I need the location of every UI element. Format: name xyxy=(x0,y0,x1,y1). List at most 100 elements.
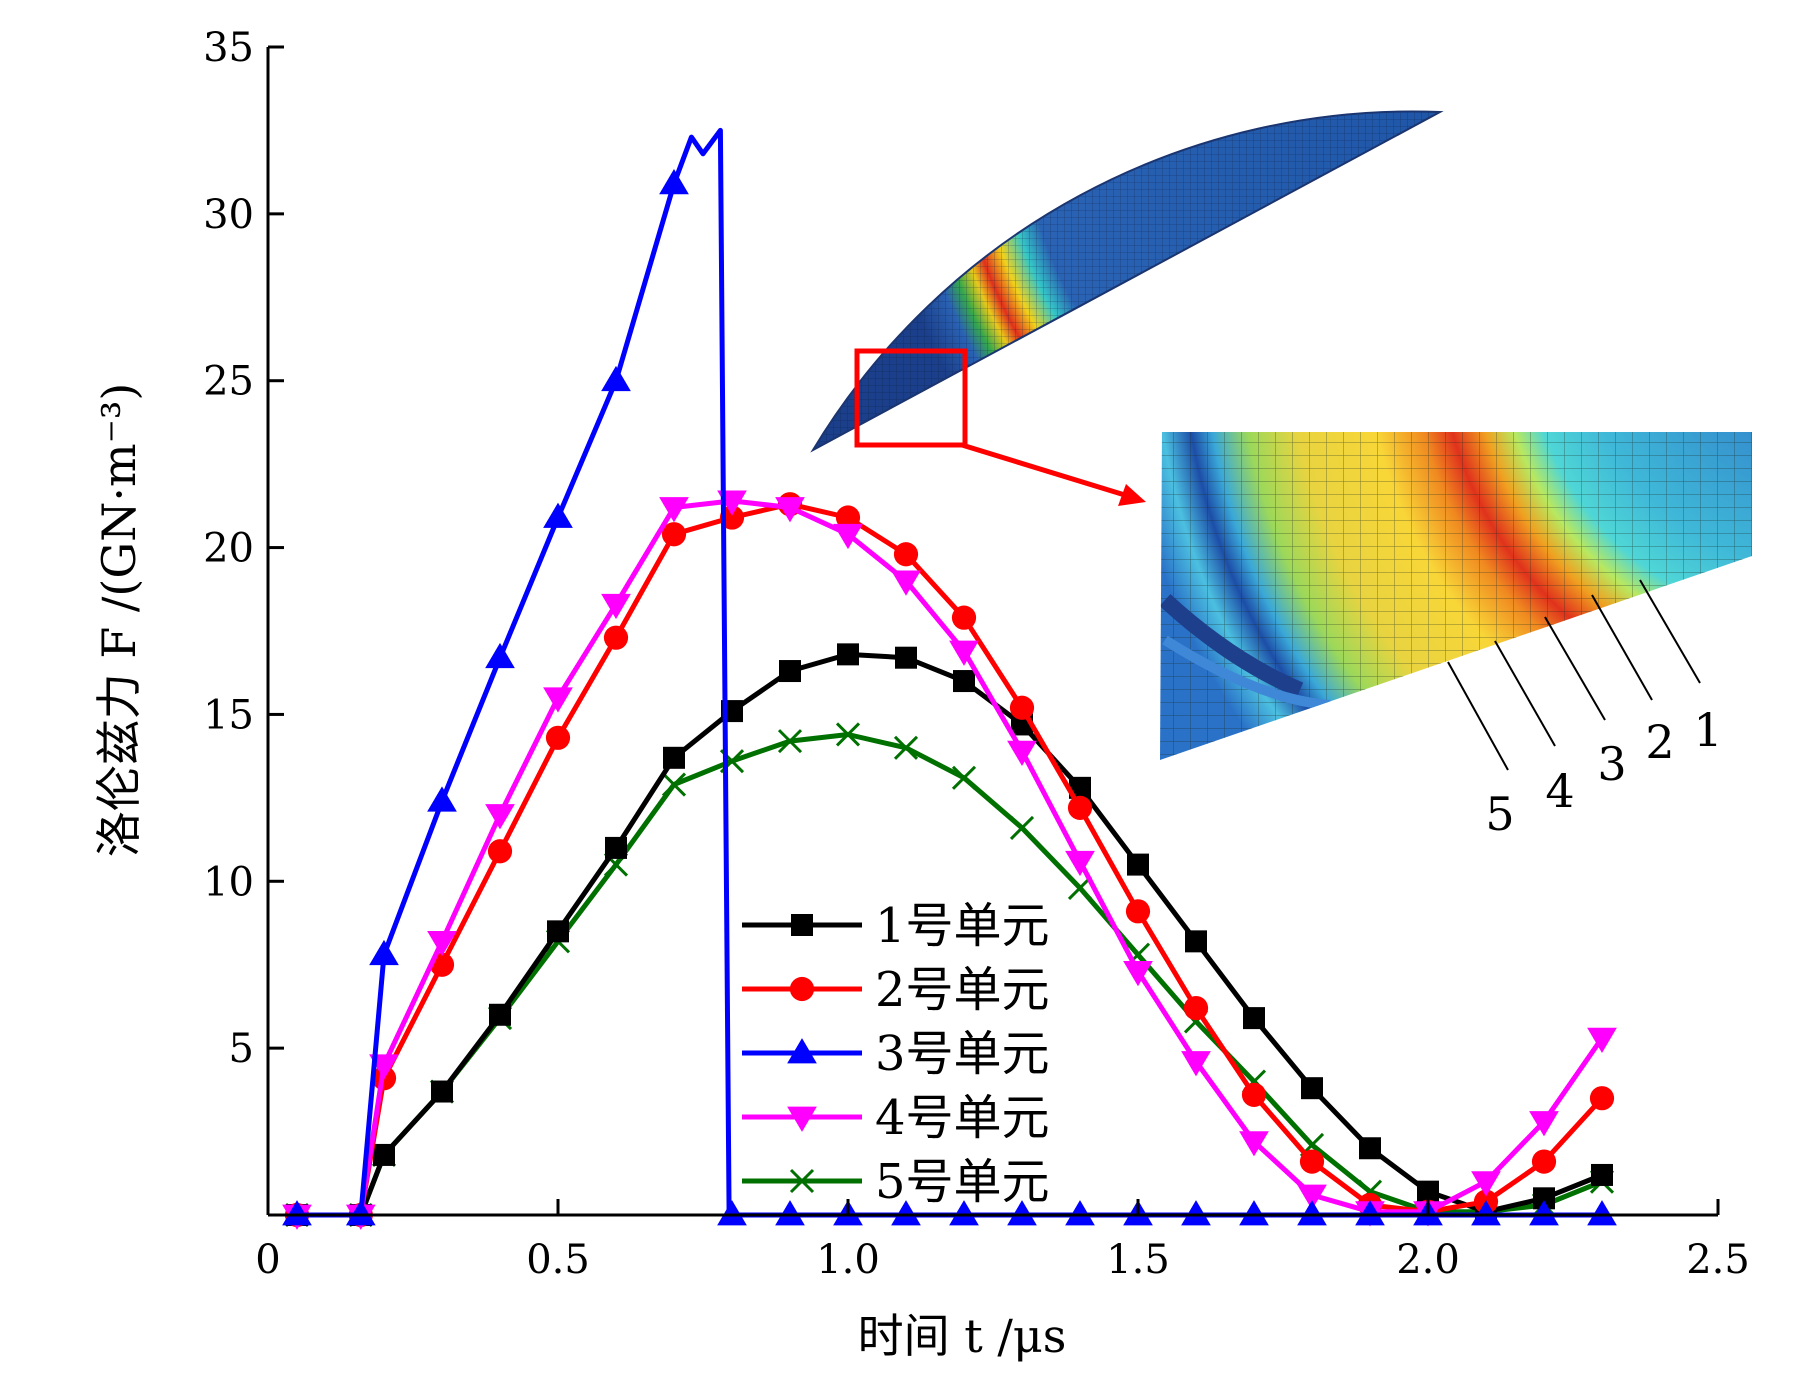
data-point xyxy=(543,687,573,713)
data-point xyxy=(601,365,631,392)
data-point xyxy=(605,836,627,859)
y-tick-label: 10 xyxy=(203,859,254,905)
data-point xyxy=(949,640,979,666)
data-point xyxy=(1529,1200,1559,1226)
data-point xyxy=(603,625,629,650)
data-point xyxy=(835,722,861,747)
legend-marker xyxy=(787,1106,817,1132)
data-point xyxy=(1181,1200,1211,1226)
data-point xyxy=(893,542,919,567)
data-point xyxy=(485,804,515,830)
data-point xyxy=(345,1200,376,1226)
x-tick-label: 2.5 xyxy=(1686,1237,1750,1283)
y-tick-label: 35 xyxy=(203,25,254,71)
data-point xyxy=(601,593,631,620)
data-point xyxy=(1065,1200,1095,1226)
inset-label-3: 3 xyxy=(1597,737,1626,791)
data-point xyxy=(485,642,515,669)
data-point xyxy=(545,725,571,750)
data-point xyxy=(1239,1131,1269,1157)
data-point xyxy=(953,670,975,693)
legend-marker xyxy=(789,976,815,1002)
x-axis-title: 时间 t /μs xyxy=(858,1309,1067,1363)
data-point xyxy=(1239,1200,1269,1226)
data-point xyxy=(833,523,863,550)
inset-label-2: 2 xyxy=(1645,715,1674,769)
data-point xyxy=(893,735,919,760)
data-point xyxy=(659,168,689,195)
data-point xyxy=(1185,930,1207,953)
data-point xyxy=(1009,695,1035,720)
data-point xyxy=(891,570,921,596)
data-point xyxy=(661,772,687,797)
data-point xyxy=(547,920,569,943)
x-tick-label: 2.0 xyxy=(1396,1237,1460,1283)
data-point xyxy=(1065,850,1095,877)
data-point xyxy=(1127,853,1149,876)
data-point xyxy=(1069,776,1091,799)
legend-item-4: 4号单元 xyxy=(742,1090,1050,1146)
inset-label-4: 4 xyxy=(1545,764,1574,818)
inset-label-5: 5 xyxy=(1485,787,1514,841)
legend-marker xyxy=(791,914,813,936)
data-point xyxy=(779,660,801,683)
data-point xyxy=(1591,1163,1613,1186)
data-point xyxy=(1241,1082,1267,1107)
y-tick-label: 25 xyxy=(203,359,254,405)
data-point xyxy=(282,1200,312,1226)
legend-item-5: 5号单元 xyxy=(742,1154,1050,1210)
legend-label: 3号单元 xyxy=(875,1026,1050,1082)
x-tick-label: 1.5 xyxy=(1106,1237,1170,1283)
data-point xyxy=(835,505,861,530)
series-layer xyxy=(282,127,1617,1230)
x-tick-label: 1.0 xyxy=(816,1237,880,1283)
data-point xyxy=(487,839,513,864)
data-point xyxy=(1067,795,1093,820)
y-axis-title: 洛伦兹力 F /(GN·m⁻³) xyxy=(92,383,146,858)
data-point xyxy=(1301,1077,1323,1100)
x-tick-label: 0.5 xyxy=(526,1237,590,1283)
data-point xyxy=(1359,1137,1381,1160)
data-point xyxy=(1181,1051,1211,1077)
data-point xyxy=(1297,1200,1327,1226)
inset-leader-lines xyxy=(1447,579,1701,771)
data-point xyxy=(951,605,977,630)
data-point xyxy=(659,497,689,523)
data-point xyxy=(1471,1171,1501,1197)
data-point xyxy=(1471,1200,1501,1226)
inset-labels: 5 4 3 2 1 xyxy=(1485,703,1722,841)
legend: 1号单元 2号单元 3号单元 4号单元 5号单元 xyxy=(742,898,1050,1210)
data-point xyxy=(895,646,917,669)
data-point xyxy=(1589,1086,1615,1111)
x-tick-label: 0 xyxy=(255,1237,280,1283)
data-point xyxy=(1355,1200,1385,1226)
data-point xyxy=(837,643,859,666)
data-point xyxy=(1243,1007,1265,1030)
data-point xyxy=(373,1143,395,1166)
y-tick-label: 15 xyxy=(203,692,254,738)
data-point xyxy=(1183,995,1209,1021)
legend-marker xyxy=(787,1038,817,1064)
data-point xyxy=(717,1200,747,1226)
series-4 xyxy=(282,490,1617,1230)
data-point xyxy=(427,786,457,812)
series-line xyxy=(297,498,1605,1218)
data-point xyxy=(1009,815,1035,840)
data-point xyxy=(949,1200,979,1226)
data-point xyxy=(1067,875,1093,901)
data-point xyxy=(431,1080,453,1103)
y-tick-label: 30 xyxy=(203,192,254,238)
data-point xyxy=(543,502,573,528)
data-point xyxy=(663,746,685,769)
data-point xyxy=(951,765,977,790)
y-tick-label: 5 xyxy=(229,1026,254,1072)
data-point xyxy=(1417,1180,1439,1203)
legend-label: 1号单元 xyxy=(875,898,1050,954)
data-point xyxy=(1123,960,1153,987)
data-point xyxy=(1007,1200,1037,1226)
data-point xyxy=(891,1200,921,1226)
data-point xyxy=(775,497,805,523)
data-point xyxy=(775,1200,805,1226)
data-point xyxy=(1533,1187,1555,1210)
